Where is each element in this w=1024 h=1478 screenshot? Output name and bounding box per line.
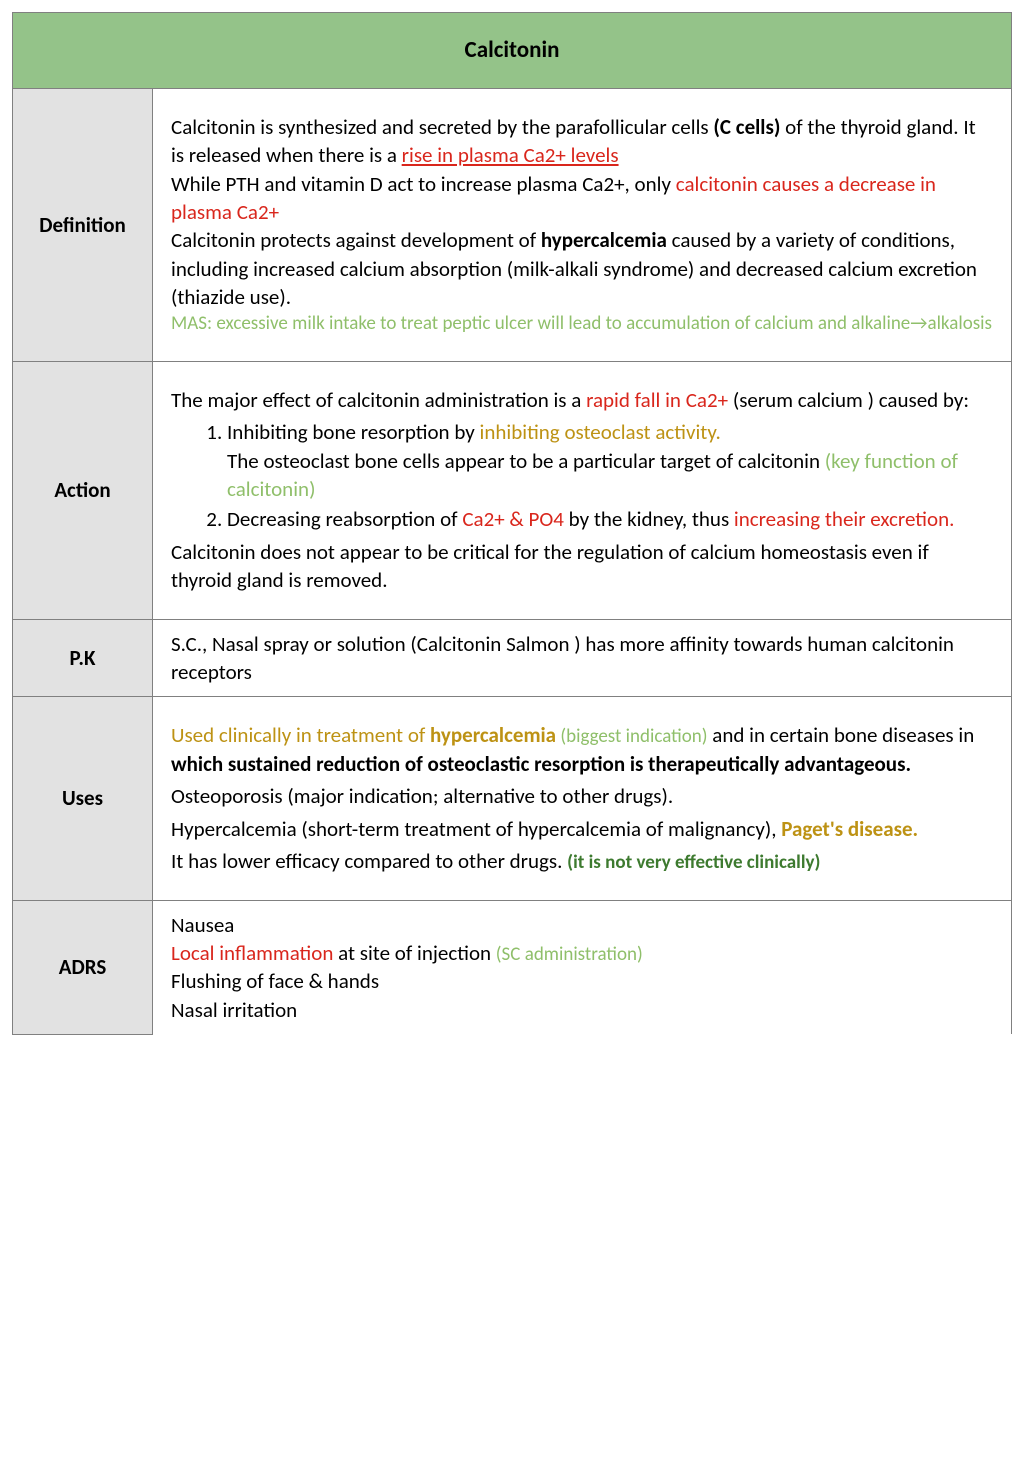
paragraph: The major effect of calcitonin administr… (171, 386, 993, 414)
text: While PTH and vitamin D act to increase … (171, 171, 676, 197)
paragraph: While PTH and vitamin D act to increase … (171, 170, 993, 227)
calcitonin-table: Calcitonin Definition Calcitonin is synt… (12, 12, 1012, 1035)
text: Calcitonin protects against development … (171, 227, 541, 253)
text: Decreasing reabsorption of (227, 506, 462, 532)
paragraph: Calcitonin protects against development … (171, 226, 993, 311)
text-bold: hypercalcemia (541, 227, 667, 253)
text-olive-bold: Paget's disease. (781, 816, 918, 842)
text-bold: (C cells) (713, 114, 780, 140)
line: Nasal irritation (171, 996, 993, 1024)
text: Hypercalcemia (short-term treatment of h… (171, 816, 781, 842)
text-green-bold: (it is not very effective clinically) (567, 851, 820, 874)
text: at site of injection (333, 940, 495, 966)
row-content-adrs: Nausea Local inflammation at site of inj… (153, 900, 1012, 1034)
row-label-action: Action (13, 362, 153, 619)
text: The osteoclast bone cells appear to be a… (227, 448, 825, 474)
paragraph: Osteoporosis (major indication; alternat… (171, 782, 993, 810)
text: Calcitonin is synthesized and secreted b… (171, 114, 713, 140)
numbered-list: Inhibiting bone resorption by inhibiting… (171, 418, 993, 533)
text-red: increasing their excretion. (734, 506, 955, 532)
text-red: Ca2+ & PO4 (462, 506, 564, 532)
text-red-underline: rise in plasma Ca2+ levels (402, 142, 619, 168)
text-olive-bold: hypercalcemia (430, 722, 556, 748)
row-content-pk: S.C., Nasal spray or solution (Calcitoni… (153, 619, 1012, 697)
table-row: ADRS Nausea Local inflammation at site o… (13, 900, 1012, 1034)
paragraph: Used clinically in treatment of hypercal… (171, 721, 993, 778)
paragraph: Calcitonin does not appear to be critica… (171, 538, 993, 595)
table-row: Action The major effect of calcitonin ad… (13, 362, 1012, 619)
text: and in certain bone diseases in (708, 722, 975, 748)
text: It has lower efficacy compared to other … (171, 848, 567, 874)
paragraph: It has lower efficacy compared to other … (171, 847, 993, 876)
paragraph: S.C., Nasal spray or solution (Calcitoni… (171, 630, 993, 687)
text: by the kidney, thus (564, 506, 734, 532)
text-lightgreen: (biggest indication) (556, 725, 707, 748)
row-content-uses: Used clinically in treatment of hypercal… (153, 697, 1012, 900)
row-content-action: The major effect of calcitonin administr… (153, 362, 1012, 619)
table-header: Calcitonin (13, 13, 1012, 89)
text: (serum calcium ) caused by: (728, 387, 969, 413)
text-olive: inhibiting osteoclast activity. (480, 419, 721, 445)
text-red: rapid fall in Ca2+ (586, 387, 728, 413)
row-label-uses: Uses (13, 697, 153, 900)
row-label-adrs: ADRS (13, 900, 153, 1034)
text: Inhibiting bone resorption by (227, 419, 480, 445)
list-item: Inhibiting bone resorption by inhibiting… (227, 418, 993, 503)
line: Local inflammation at site of injection … (171, 939, 993, 968)
text-bold: which sustained reduction of osteoclasti… (171, 751, 911, 777)
line: Nausea (171, 911, 993, 939)
table-row: Definition Calcitonin is synthesized and… (13, 89, 1012, 362)
paragraph: Hypercalcemia (short-term treatment of h… (171, 815, 993, 843)
table-row: P.K S.C., Nasal spray or solution (Calci… (13, 619, 1012, 697)
row-label-pk: P.K (13, 619, 153, 697)
row-label-definition: Definition (13, 89, 153, 362)
text-olive: Used clinically in treatment of (171, 722, 430, 748)
line: Flushing of face & hands (171, 967, 993, 995)
text-red: Local inflammation (171, 940, 333, 966)
text-lightgreen: (SC administration) (496, 943, 643, 966)
paragraph: Calcitonin is synthesized and secreted b… (171, 113, 993, 170)
text: The major effect of calcitonin administr… (171, 387, 586, 413)
table-row: Uses Used clinically in treatment of hyp… (13, 697, 1012, 900)
note-lightgreen: MAS: excessive milk intake to treat pept… (171, 311, 993, 337)
row-content-definition: Calcitonin is synthesized and secreted b… (153, 89, 1012, 362)
list-item: Decreasing reabsorption of Ca2+ & PO4 by… (227, 505, 993, 533)
